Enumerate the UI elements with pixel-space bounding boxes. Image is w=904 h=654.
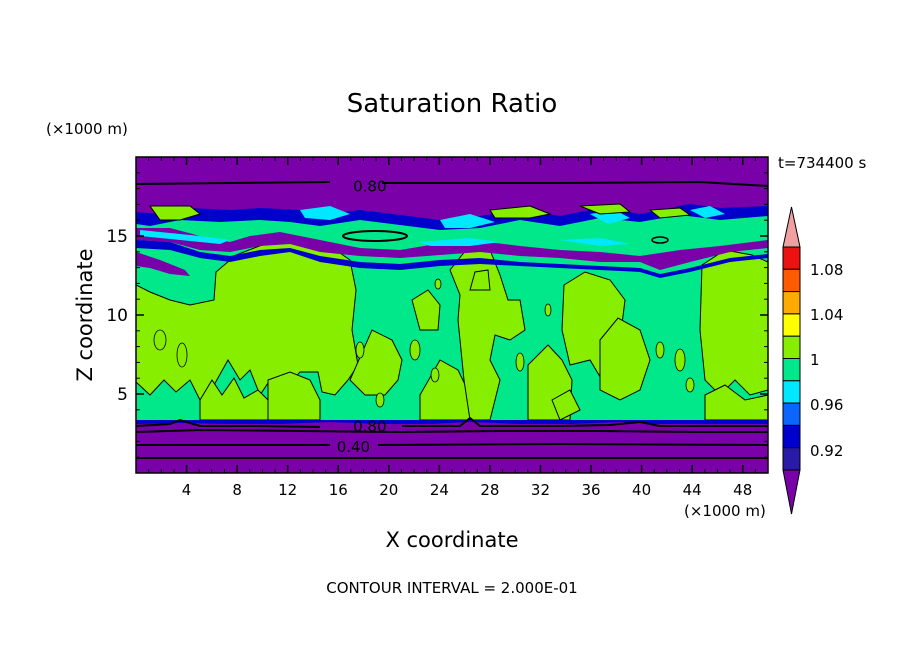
x-tick-label: 8 bbox=[232, 481, 242, 499]
x-tick-label: 32 bbox=[531, 481, 550, 499]
x-tick-label: 16 bbox=[329, 481, 348, 499]
mid-blue-edges bbox=[136, 240, 768, 278]
colorbar-cell bbox=[782, 313, 801, 337]
colorbar-cell bbox=[782, 335, 801, 360]
contour-field bbox=[136, 157, 768, 473]
contour-label: 0.80 bbox=[353, 418, 386, 436]
y-units-label: (×1000 m) bbox=[46, 120, 128, 138]
y-tick-label: 10 bbox=[106, 306, 128, 326]
contour-small-loop bbox=[651, 236, 669, 244]
lower-purple-layer bbox=[136, 422, 768, 473]
colorbar-cell bbox=[782, 358, 801, 382]
contour-060 bbox=[136, 428, 768, 434]
contour-closed-loop bbox=[342, 230, 408, 242]
colorbar-cell bbox=[782, 268, 801, 293]
colorbar-cell bbox=[782, 291, 801, 315]
colorbar-label: 0.96 bbox=[810, 396, 843, 414]
x-tick-label: 40 bbox=[632, 481, 651, 499]
top-purple-band bbox=[136, 157, 768, 201]
x-units-label: (×1000 m) bbox=[684, 502, 766, 520]
colorbar-arrow-low bbox=[782, 469, 801, 515]
upper-purple-wave bbox=[136, 192, 768, 224]
contour-lines bbox=[136, 180, 768, 459]
x-tick-label: 12 bbox=[278, 481, 297, 499]
x-axis-title: X coordinate bbox=[385, 528, 518, 552]
y-tick-label: 5 bbox=[117, 385, 128, 405]
upper-lime-patches bbox=[149, 203, 692, 221]
colorbar-cell bbox=[782, 402, 801, 426]
time-label: t=734400 s bbox=[778, 154, 866, 172]
contour-interval-note: CONTOUR INTERVAL = 2.000E-01 bbox=[326, 579, 577, 597]
contour-040 bbox=[136, 442, 768, 446]
x-tick-label: 44 bbox=[683, 481, 702, 499]
colorbar-label: 1.04 bbox=[810, 306, 843, 324]
contour-label: 0.80 bbox=[353, 177, 386, 195]
contour-080-bottom bbox=[136, 416, 768, 428]
x-tick-label: 28 bbox=[480, 481, 499, 499]
colorbar-cell bbox=[782, 246, 801, 270]
colorbar-label: 1 bbox=[810, 351, 820, 369]
y-axis-title: Z coordinate bbox=[73, 248, 97, 381]
contour-080-top bbox=[136, 180, 768, 187]
left-purple-tongue bbox=[136, 252, 190, 276]
contour-labels: 0.80 0.80 0.40 bbox=[337, 177, 387, 456]
colorbar-arrow-high bbox=[782, 206, 801, 248]
mid-purple-streaks bbox=[136, 228, 768, 270]
colorbar-label: 1.08 bbox=[810, 261, 843, 279]
x-axis: 4 8 12 16 20 24 28 32 36 40 44 48 bbox=[148, 157, 756, 499]
y-tick-label: 15 bbox=[106, 227, 128, 247]
x-tick-label: 4 bbox=[182, 481, 192, 499]
chart-title: Saturation Ratio bbox=[347, 89, 558, 119]
contour-label: 0.40 bbox=[337, 438, 370, 456]
x-tick-label: 48 bbox=[733, 481, 752, 499]
colorbar-cell bbox=[782, 380, 801, 404]
scatter-blobs bbox=[153, 278, 695, 408]
lime-regions bbox=[136, 239, 768, 421]
colorbar: 1.08 1.04 1 0.96 0.92 bbox=[782, 206, 843, 515]
colorbar-cell bbox=[782, 424, 801, 449]
x-tick-label: 20 bbox=[379, 481, 398, 499]
x-tick-label: 36 bbox=[581, 481, 600, 499]
colorbar-label: 0.92 bbox=[810, 442, 843, 460]
colorbar-cell bbox=[782, 447, 801, 471]
y-axis: 5 10 15 bbox=[106, 172, 768, 458]
x-tick-label: 24 bbox=[430, 481, 449, 499]
